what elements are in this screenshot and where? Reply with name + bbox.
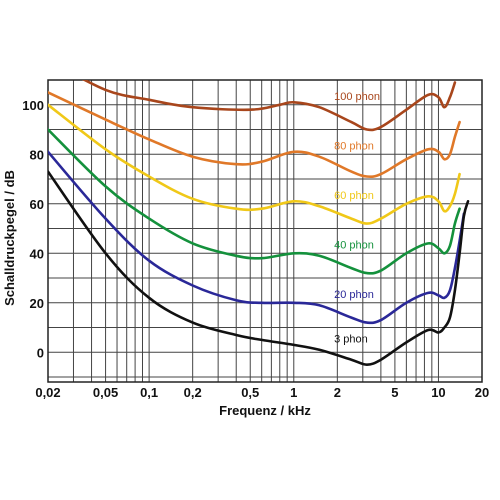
curve-20-phon xyxy=(48,150,466,325)
curve-100-phon xyxy=(81,80,457,132)
y-tick-label: 0 xyxy=(37,345,44,360)
curve-labels: 100 phon 80 phon 60 phon 40 phon 20 phon 3 ph… xyxy=(334,91,380,346)
y-tick-labels: 0 20 40 60 80 100 xyxy=(22,98,44,361)
curve-label: 80 phon xyxy=(334,140,374,152)
x-tick-labels: 0,02 0,05 0,1 0,2 0,5 1 2 5 10 20 xyxy=(35,385,489,400)
x-tick-label: 1 xyxy=(290,385,297,400)
curve-label: 3 phon xyxy=(334,333,368,345)
curve-3-phon xyxy=(48,170,470,366)
x-tick-label: 0,05 xyxy=(93,385,118,400)
x-tick-label: 5 xyxy=(391,385,398,400)
y-tick-label: 100 xyxy=(22,98,44,113)
y-tick-label: 80 xyxy=(30,147,44,162)
x-axis-label: Frequenz / kHz xyxy=(219,403,311,418)
y-tick-label: 40 xyxy=(30,246,44,261)
curves xyxy=(48,80,470,366)
x-tick-label: 0,5 xyxy=(241,385,259,400)
y-tick-label: 20 xyxy=(30,296,44,311)
x-tick-label: 20 xyxy=(475,385,489,400)
curve-label: 20 phon xyxy=(334,289,374,301)
plot-background xyxy=(48,80,482,382)
x-tick-label: 0,02 xyxy=(35,385,60,400)
x-tick-label: 0,1 xyxy=(140,385,158,400)
x-tick-label: 10 xyxy=(431,385,445,400)
curve-40-phon xyxy=(48,128,461,275)
y-axis-label: Schalldruckpegel / dB xyxy=(2,170,17,306)
curve-label: 40 phon xyxy=(334,239,374,251)
curve-label: 100 phon xyxy=(334,91,380,103)
curve-80-phon xyxy=(48,91,461,179)
curve-60-phon xyxy=(48,103,461,225)
plot-frame xyxy=(47,79,483,383)
x-tick-label: 0,2 xyxy=(184,385,202,400)
x-tick-label: 2 xyxy=(334,385,341,400)
y-tick-label: 60 xyxy=(30,197,44,212)
curve-label: 60 phon xyxy=(334,190,374,202)
